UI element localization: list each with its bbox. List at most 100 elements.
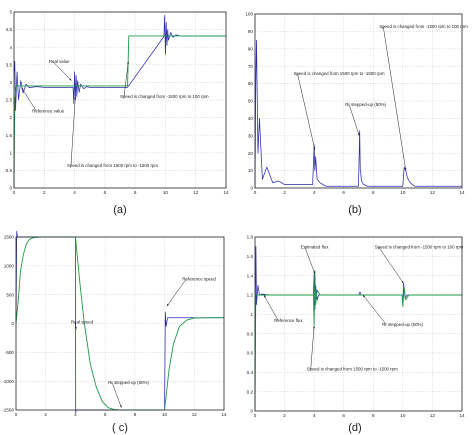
annotation-arrow: [111, 382, 122, 408]
y-tick-label: 0: [250, 409, 253, 414]
x-tick-label: 10: [400, 190, 406, 195]
y-tick-label: 40: [248, 116, 254, 121]
x-tick-label: 10: [400, 413, 406, 418]
y-tick-label: 0.6: [247, 351, 254, 356]
annotation-arrowhead: [166, 303, 169, 307]
y-tick-label: -500: [5, 350, 15, 355]
annotation-label: Real value: [49, 59, 70, 64]
annotation-label: Rr stepped-up (50%): [345, 102, 386, 107]
annotation-label: Reference value: [32, 108, 65, 113]
y-tick-label: 1: [9, 150, 12, 155]
annotation-label: Reference flux: [274, 318, 303, 323]
x-tick-label: 14: [459, 413, 465, 418]
panel-caption: (b): [348, 204, 361, 216]
y-tick-label: 0: [9, 186, 12, 191]
y-tick-label: 1.8: [247, 235, 254, 240]
annotation-arrowhead: [313, 271, 315, 274]
annotation-arrow: [382, 26, 407, 171]
y-tick-label: 0.2: [247, 389, 254, 394]
annotation-arrowhead: [313, 147, 316, 150]
annotation-arrowhead: [357, 133, 360, 136]
x-tick-label: 0: [15, 412, 18, 417]
annotation-label: Speed is changed from -1500 rpm to 100 r…: [120, 94, 209, 99]
x-tick-label: 0: [13, 190, 16, 195]
y-tick-label: 60: [248, 81, 254, 86]
annotation-arrowhead: [69, 78, 72, 81]
annotation-arrow: [70, 96, 76, 166]
y-tick-label: 4: [9, 45, 12, 50]
x-tick-label: 4: [313, 190, 316, 195]
y-tick-label: 5: [9, 10, 12, 15]
annotation-arrow: [21, 87, 37, 111]
annotation-label: Speed is changed from 1500 rpm to -1500 …: [293, 71, 384, 76]
plot-frame: [13, 11, 227, 189]
y-tick-label: 0.4: [247, 370, 254, 375]
chart-panel-a: 0 2 4 6 8 10 12 14 0 0.5 1 1.5 2 2.5 3 3.5 4 4.5 5 Real val…: [6, 10, 229, 216]
y-tick-label: 2.5: [6, 98, 13, 103]
x-tick-label: 12: [193, 190, 199, 195]
x-tick-label: 12: [192, 412, 198, 417]
series-line-green: [13, 35, 226, 189]
y-tick-label: 3.5: [6, 62, 13, 67]
x-tick-label: 0: [254, 190, 257, 195]
panel-caption: ( c): [112, 422, 128, 434]
x-tick-label: 2: [283, 190, 286, 195]
y-tick-label: 1.5: [6, 133, 13, 138]
x-tick-label: 12: [430, 190, 436, 195]
annotation-label: Rr stepped-up (50%): [108, 380, 149, 385]
series-line-blue: [15, 230, 224, 414]
x-tick-label: 4: [73, 190, 76, 195]
y-tick-label: 500: [6, 292, 14, 297]
chart-panel-b: 0 2 4 6 8 10 12 14 0 10 20 30 40 50 60 70 80 90 100 Speed i…: [245, 12, 468, 216]
x-tick-label: 2: [44, 412, 47, 417]
x-tick-label: 14: [221, 412, 227, 417]
x-tick-label: 8: [134, 190, 137, 195]
annotation-arrow: [310, 325, 315, 369]
annotation-arrow: [378, 246, 404, 284]
annotation-arrowhead: [401, 280, 404, 284]
series-line-green: [254, 270, 462, 412]
x-tick-label: 14: [459, 190, 465, 195]
series-line-blue: [13, 15, 226, 111]
panel-caption: (a): [113, 204, 126, 216]
y-tick-label: 90: [248, 29, 254, 34]
annotation-arrow: [263, 294, 279, 321]
annotation-arrowhead: [312, 325, 315, 329]
annotation-arrowhead: [127, 61, 130, 64]
annotation-arrowhead: [404, 168, 407, 171]
annotation-label: Speed is changed from -1500 rpm to 100 r…: [375, 245, 464, 250]
x-tick-label: 2: [283, 413, 286, 418]
annotation-arrow: [304, 247, 316, 274]
x-tick-label: 6: [342, 413, 345, 418]
annotation-arrow: [52, 61, 72, 81]
y-tick-label: 2: [9, 115, 12, 120]
y-tick-label: 1500: [4, 235, 15, 240]
y-tick-label: 10: [248, 168, 254, 173]
annotation-arrow: [123, 61, 129, 97]
annotation-arrowhead: [21, 87, 24, 91]
annotation-label: Estimated flux: [301, 245, 329, 250]
y-tick-label: 100: [245, 12, 253, 17]
y-tick-label: 1.4: [247, 273, 254, 278]
x-tick-label: 6: [342, 190, 345, 195]
y-tick-label: 20: [248, 151, 254, 156]
chart-panel-d: 0 2 4 6 8 10 12 14 0 0.2 0.4 0.6 0.8 1 1.2 1.4 1.6 1.8 Est…: [247, 235, 465, 434]
plot-frame: [254, 236, 463, 412]
x-tick-label: 8: [372, 413, 375, 418]
x-tick-label: 8: [134, 412, 137, 417]
annotation-label: Rr stepped-up (50%): [382, 322, 423, 327]
y-tick-label: 0.5: [6, 168, 13, 173]
x-tick-label: 2: [43, 190, 46, 195]
chart-panel-c: 0 2 4 6 8 10 12 14 1500 1000 500 0 -500 -1000 -1500 Rea…: [2, 230, 227, 434]
annotation-arrowhead: [263, 295, 266, 298]
annotation-label: Reference speed: [182, 276, 216, 281]
annotation-arrowhead: [119, 405, 122, 408]
annotation-label: Speed is changed from -1500 rpm to 100 r…: [379, 24, 468, 29]
y-tick-label: 50: [248, 99, 254, 104]
y-tick-label: 4.5: [6, 27, 13, 32]
y-tick-label: 0.8: [247, 331, 254, 336]
annotation-arrow: [166, 278, 187, 307]
x-tick-label: 0: [254, 413, 257, 418]
